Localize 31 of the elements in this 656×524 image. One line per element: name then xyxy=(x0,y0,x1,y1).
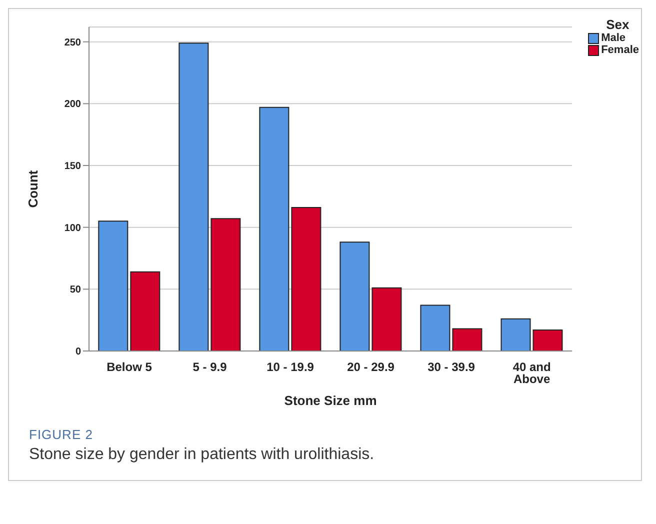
bar xyxy=(259,106,290,351)
y-tick-label: 200 xyxy=(64,99,82,110)
bar xyxy=(340,242,370,351)
x-axis-title: Stone Size mm xyxy=(284,393,377,408)
y-tick-label: 100 xyxy=(64,222,82,234)
bar xyxy=(210,218,241,351)
legend-label: Male xyxy=(601,32,626,44)
y-axis-title: Count xyxy=(26,170,41,208)
bar xyxy=(98,220,128,351)
bar xyxy=(532,329,563,351)
caption: FIGURE 2 xyxy=(29,427,94,442)
y-tick-label: 250 xyxy=(64,37,82,48)
y-tick-label: 0 xyxy=(75,346,82,358)
x-tick-label: Below 5 xyxy=(106,360,152,374)
text: Stone size by gender in patients with urolithiasis. xyxy=(29,446,376,464)
legend-label: Female xyxy=(601,44,639,56)
bar xyxy=(178,42,209,351)
bar xyxy=(291,207,322,351)
legend-title: Sex xyxy=(606,17,630,32)
bar xyxy=(130,271,160,351)
x-tick-label: 20 - 29.9 xyxy=(347,360,395,374)
x-tick-label: 30 - 39.9 xyxy=(428,360,476,374)
x-tick-label: 5 - 9.9 xyxy=(192,360,228,374)
bar xyxy=(420,304,450,351)
bar xyxy=(500,318,531,351)
bar xyxy=(452,328,482,351)
y-tick-label: 50 xyxy=(70,284,82,296)
x-tick-label: 40 and Above xyxy=(512,360,551,386)
x-tick-label: 10 - 19.9 xyxy=(266,360,314,374)
bar xyxy=(372,287,402,351)
y-tick-label: 150 xyxy=(64,161,82,172)
